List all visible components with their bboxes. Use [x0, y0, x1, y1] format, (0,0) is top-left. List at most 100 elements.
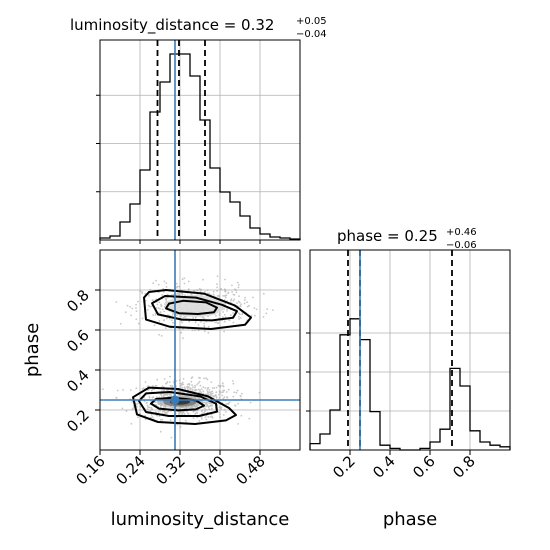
scatter-point	[163, 394, 166, 397]
scatter-point	[194, 321, 197, 324]
scatter-point	[246, 305, 249, 308]
scatter-point	[235, 291, 238, 294]
scatter-point	[101, 388, 104, 391]
scatter-point	[232, 382, 235, 385]
scatter-point	[152, 282, 155, 284]
scatter-point	[154, 384, 157, 387]
scatter-point	[248, 304, 251, 307]
scatter-point	[165, 317, 168, 320]
scatter-point	[238, 318, 241, 320]
scatter-point	[148, 395, 151, 398]
scatter-point	[236, 389, 239, 392]
scatter-point	[225, 403, 228, 405]
scatter-point	[165, 411, 168, 414]
scatter-point	[223, 396, 226, 398]
scatter-point	[144, 414, 146, 417]
scatter-point	[197, 324, 200, 326]
scatter-point	[222, 311, 225, 313]
xlabel-luminosity-distance: luminosity_distance	[111, 509, 290, 530]
scatter-point	[194, 412, 197, 415]
scatter-point	[214, 321, 216, 324]
scatter-point	[175, 282, 178, 285]
scatter-point	[222, 391, 225, 393]
scatter-point	[232, 395, 235, 398]
scatter-point	[179, 382, 182, 385]
scatter-point	[231, 284, 233, 287]
scatter-point	[144, 381, 147, 383]
scatter-point	[220, 406, 223, 409]
scatter-point	[209, 394, 212, 396]
scatter-point	[156, 303, 159, 306]
scatter-point	[169, 375, 172, 378]
scatter-point	[137, 300, 139, 303]
scatter-point	[255, 308, 258, 311]
scatter-point	[239, 317, 242, 319]
scatter-point	[216, 322, 219, 325]
tick-label-luminosity-distance: 0.16	[72, 452, 108, 488]
scatter-point	[224, 296, 227, 299]
scatter-point	[199, 389, 201, 391]
scatter-point	[246, 301, 249, 303]
scatter-point	[136, 402, 139, 405]
scatter-point	[151, 416, 154, 418]
scatter-point	[225, 411, 227, 413]
scatter-point	[136, 405, 138, 408]
scatter-point	[197, 329, 200, 332]
scatter-point	[170, 436, 173, 439]
scatter-point	[135, 318, 138, 320]
scatter-point	[160, 395, 163, 397]
scatter-point	[177, 292, 180, 295]
scatter-point	[146, 385, 149, 388]
scatter-point	[175, 380, 178, 382]
scatter-point	[215, 391, 218, 394]
scatter-point	[218, 295, 220, 297]
scatter-point	[172, 321, 174, 324]
axes-frame-hist-phase	[309, 249, 511, 451]
scatter-point	[223, 320, 226, 323]
scatter-point	[178, 379, 181, 382]
scatter-point	[220, 288, 223, 290]
scatter-point	[148, 295, 150, 297]
scatter-point	[125, 410, 128, 412]
scatter-point	[191, 384, 193, 386]
scatter-point	[215, 321, 218, 324]
scatter-point	[265, 312, 268, 315]
tick-label-luminosity-distance: 0.24	[112, 452, 148, 488]
scatter-point	[218, 406, 221, 408]
scatter-point	[155, 307, 158, 309]
scatter-point	[218, 390, 221, 393]
scatter-point	[162, 287, 165, 290]
tick-label-luminosity-distance: 0.48	[232, 452, 268, 488]
title-phase-plus: +0.46	[446, 227, 477, 238]
title-phase-main: phase = 0.25	[337, 227, 438, 245]
scatter-point	[198, 420, 201, 422]
scatter-point	[187, 289, 190, 292]
scatter-point	[144, 418, 147, 421]
scatter-point	[167, 410, 170, 412]
scatter-point	[115, 301, 118, 303]
scatter-point	[129, 305, 132, 308]
scatter-point	[166, 381, 169, 383]
scatter-point	[239, 313, 241, 316]
scatter-point	[232, 312, 234, 314]
scatter-point	[238, 295, 240, 297]
scatter-point	[180, 331, 183, 334]
scatter-point	[198, 288, 201, 290]
scatter-point	[181, 411, 184, 413]
scatter-point	[149, 410, 152, 413]
scatter-point	[159, 409, 162, 412]
scatter-point	[192, 417, 195, 419]
scatter-point	[200, 418, 203, 420]
scatter-point	[194, 317, 197, 319]
scatter-point	[141, 317, 144, 320]
scatter-point	[194, 389, 197, 392]
scatter-point	[183, 316, 186, 319]
scatter-point	[243, 299, 246, 301]
scatter-point	[237, 315, 240, 318]
scatter-point	[209, 416, 212, 418]
scatter-point	[158, 333, 161, 336]
scatter-point	[206, 404, 209, 407]
scatter-point	[159, 311, 162, 314]
scatter-point	[200, 288, 203, 291]
axes-frame-2d	[99, 249, 301, 451]
